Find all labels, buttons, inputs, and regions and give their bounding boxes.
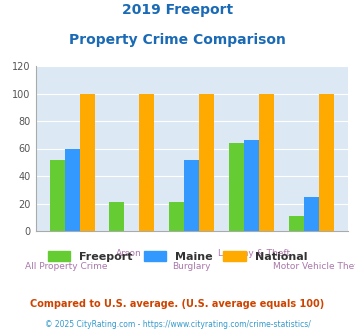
Bar: [169, 202, 184, 231]
Bar: [319, 93, 334, 231]
Bar: [259, 93, 274, 231]
Text: Burglary: Burglary: [173, 262, 211, 271]
Bar: [65, 148, 80, 231]
Bar: [184, 159, 199, 231]
Text: Larceny & Theft: Larceny & Theft: [218, 249, 290, 258]
Text: Property Crime Comparison: Property Crime Comparison: [69, 33, 286, 47]
Text: Motor Vehicle Theft: Motor Vehicle Theft: [273, 262, 355, 271]
Text: © 2025 CityRating.com - https://www.cityrating.com/crime-statistics/: © 2025 CityRating.com - https://www.city…: [45, 320, 310, 329]
Bar: [140, 93, 154, 231]
Text: All Property Crime: All Property Crime: [26, 262, 108, 271]
Bar: [244, 140, 259, 231]
Bar: [50, 159, 65, 231]
Text: Arson: Arson: [116, 249, 142, 258]
Bar: [289, 216, 304, 231]
Text: 2019 Freeport: 2019 Freeport: [122, 3, 233, 17]
Bar: [199, 93, 214, 231]
Bar: [80, 93, 94, 231]
Text: Compared to U.S. average. (U.S. average equals 100): Compared to U.S. average. (U.S. average …: [31, 299, 324, 309]
Bar: [109, 202, 125, 231]
Legend: Freeport, Maine, National: Freeport, Maine, National: [43, 247, 312, 267]
Bar: [304, 197, 319, 231]
Bar: [229, 143, 244, 231]
